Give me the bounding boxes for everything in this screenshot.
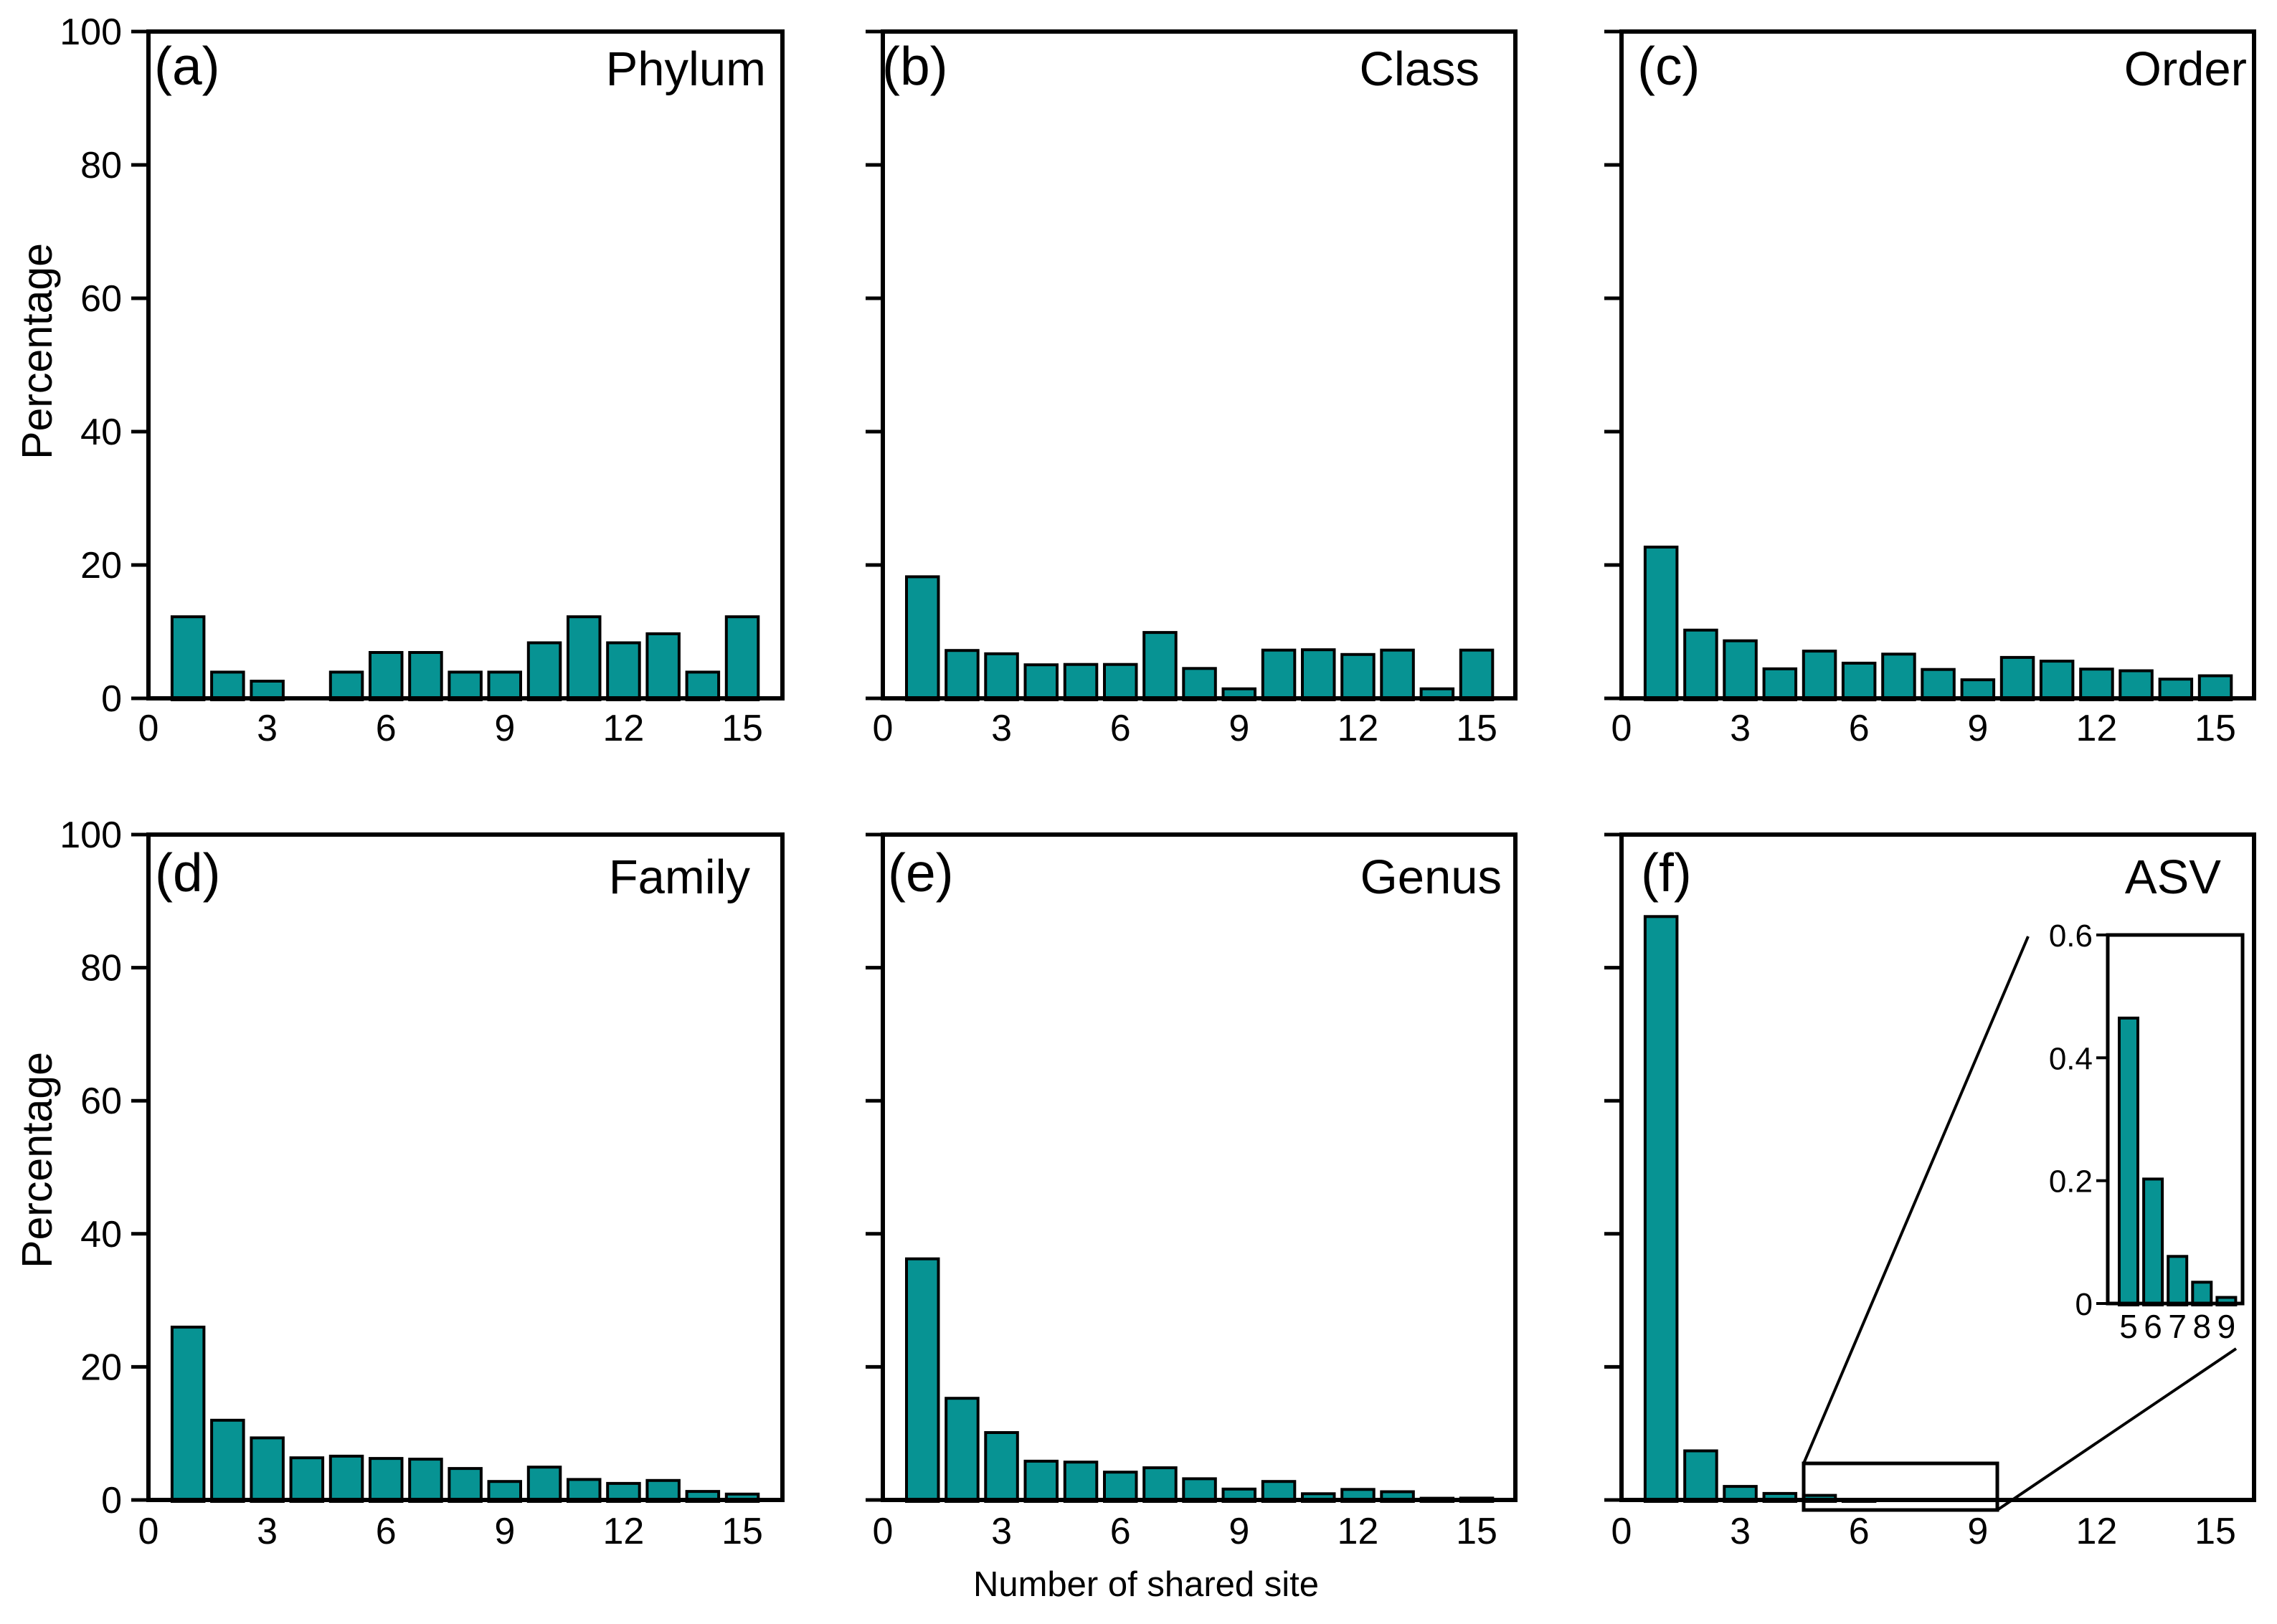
svg-text:12: 12 <box>2075 1511 2117 1552</box>
svg-text:6: 6 <box>1849 1511 1870 1552</box>
svg-text:3: 3 <box>257 708 278 749</box>
svg-text:6: 6 <box>376 1511 397 1552</box>
svg-text:3: 3 <box>257 1511 278 1552</box>
svg-text:40: 40 <box>80 1214 122 1255</box>
svg-text:Phylum: Phylum <box>606 42 766 96</box>
svg-text:0: 0 <box>873 1511 894 1552</box>
svg-text:3: 3 <box>991 1511 1012 1552</box>
svg-text:6: 6 <box>376 708 397 749</box>
svg-text:15: 15 <box>2195 708 2236 749</box>
svg-text:6: 6 <box>1849 708 1870 749</box>
svg-text:0: 0 <box>1611 708 1632 749</box>
svg-text:Number of shared site: Number of shared site <box>973 1565 1319 1604</box>
svg-text:80: 80 <box>80 145 122 186</box>
svg-text:0: 0 <box>101 1480 122 1521</box>
svg-text:12: 12 <box>602 708 644 749</box>
svg-text:9: 9 <box>1967 708 1988 749</box>
svg-text:(c): (c) <box>1637 36 1700 96</box>
svg-text:9: 9 <box>494 1511 515 1552</box>
svg-text:3: 3 <box>1730 708 1751 749</box>
svg-text:15: 15 <box>721 1511 763 1552</box>
svg-text:(b): (b) <box>882 36 948 96</box>
svg-text:60: 60 <box>80 278 122 320</box>
svg-text:0.6: 0.6 <box>2049 918 2093 954</box>
svg-text:15: 15 <box>1456 1511 1497 1552</box>
svg-text:20: 20 <box>80 1347 122 1388</box>
svg-text:6: 6 <box>1110 1511 1131 1552</box>
svg-text:9: 9 <box>1229 708 1249 749</box>
svg-text:0: 0 <box>101 678 122 720</box>
svg-text:60: 60 <box>80 1081 122 1122</box>
svg-text:Class: Class <box>1359 42 1480 96</box>
svg-text:100: 100 <box>60 11 122 53</box>
svg-text:0: 0 <box>138 1511 159 1552</box>
svg-text:0.2: 0.2 <box>2049 1164 2093 1200</box>
svg-text:12: 12 <box>1337 708 1378 749</box>
svg-text:8: 8 <box>2193 1308 2212 1345</box>
svg-text:15: 15 <box>2195 1511 2236 1552</box>
svg-text:3: 3 <box>991 708 1012 749</box>
svg-text:0: 0 <box>873 708 894 749</box>
svg-text:Genus: Genus <box>1360 850 1502 904</box>
svg-text:ASV: ASV <box>2125 850 2221 904</box>
svg-text:Family: Family <box>609 850 751 904</box>
svg-text:40: 40 <box>80 412 122 453</box>
svg-text:6: 6 <box>1110 708 1131 749</box>
svg-text:5: 5 <box>2119 1308 2138 1345</box>
svg-text:12: 12 <box>1337 1511 1378 1552</box>
svg-text:9: 9 <box>2217 1308 2236 1345</box>
svg-text:9: 9 <box>1229 1511 1249 1552</box>
svg-text:9: 9 <box>1967 1511 1988 1552</box>
svg-text:(f): (f) <box>1641 842 1692 903</box>
svg-text:0: 0 <box>2075 1287 2093 1322</box>
svg-text:6: 6 <box>2144 1308 2162 1345</box>
svg-text:12: 12 <box>2075 708 2117 749</box>
svg-text:9: 9 <box>494 708 515 749</box>
svg-text:7: 7 <box>2168 1308 2187 1345</box>
svg-text:3: 3 <box>1730 1511 1751 1552</box>
svg-text:Order: Order <box>2124 42 2247 96</box>
svg-text:0: 0 <box>1611 1511 1632 1552</box>
svg-text:12: 12 <box>602 1511 644 1552</box>
svg-text:20: 20 <box>80 545 122 587</box>
svg-text:100: 100 <box>60 815 122 856</box>
svg-text:Percentage: Percentage <box>14 1052 61 1268</box>
svg-text:80: 80 <box>80 948 122 989</box>
svg-text:(a): (a) <box>154 36 220 96</box>
svg-text:(d): (d) <box>155 842 221 903</box>
svg-text:0: 0 <box>138 708 159 749</box>
svg-text:0.4: 0.4 <box>2049 1041 2093 1076</box>
svg-text:(e): (e) <box>888 842 954 903</box>
svg-text:15: 15 <box>721 708 763 749</box>
svg-text:15: 15 <box>1456 708 1497 749</box>
svg-text:Percentage: Percentage <box>14 243 61 460</box>
